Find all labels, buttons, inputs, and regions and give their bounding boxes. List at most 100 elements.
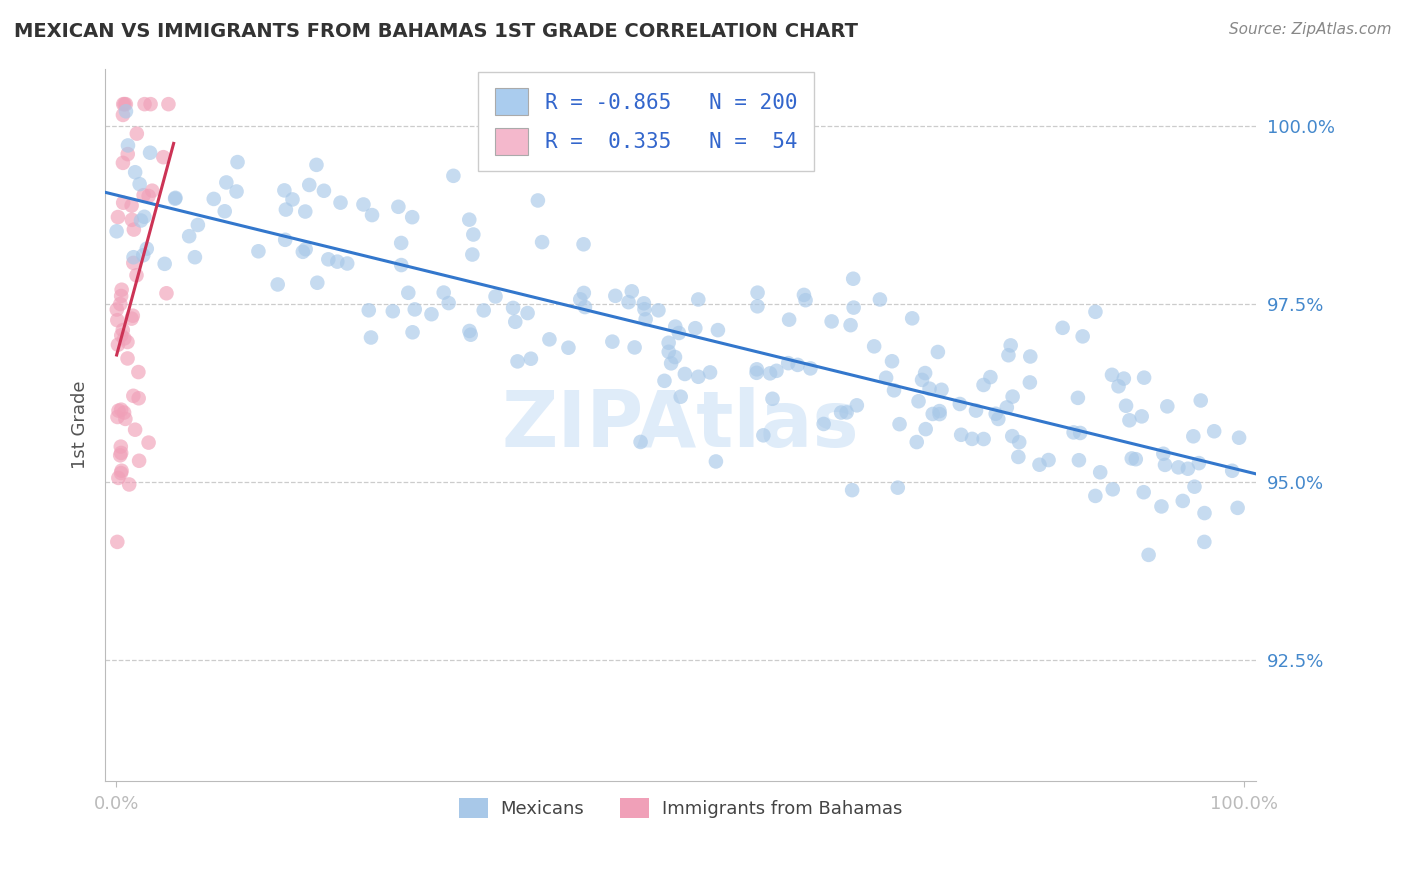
Point — [830, 405, 852, 419]
Point — [122, 250, 145, 264]
Point — [1118, 413, 1140, 427]
Point — [247, 244, 270, 259]
Point — [973, 378, 995, 392]
Point — [114, 412, 136, 426]
Point — [839, 318, 862, 333]
Point — [484, 289, 506, 303]
Point — [141, 184, 163, 198]
Point — [669, 390, 692, 404]
Point — [124, 423, 146, 437]
Point — [111, 283, 134, 297]
Point — [117, 351, 139, 366]
Point — [357, 303, 380, 318]
Point — [187, 218, 209, 232]
Point — [973, 432, 995, 446]
Point — [128, 391, 150, 405]
Point — [633, 296, 655, 310]
Point — [153, 257, 176, 271]
Point — [107, 337, 129, 351]
Point — [105, 313, 128, 327]
Point — [110, 466, 132, 480]
Point — [605, 289, 627, 303]
Point — [531, 235, 554, 249]
Point — [105, 302, 128, 317]
Point — [112, 97, 135, 112]
Point — [226, 155, 249, 169]
Point — [107, 403, 129, 417]
Point — [139, 97, 162, 112]
Point — [905, 435, 928, 450]
Point — [759, 367, 782, 381]
Point — [1028, 458, 1050, 472]
Point — [117, 138, 139, 153]
Point — [122, 222, 145, 236]
Point — [360, 330, 382, 344]
Point — [107, 471, 129, 485]
Point — [875, 370, 897, 384]
Point — [1101, 368, 1123, 382]
Point — [1194, 506, 1216, 520]
Point — [707, 323, 730, 337]
Point — [842, 271, 865, 285]
Point — [1071, 329, 1094, 343]
Point — [122, 389, 145, 403]
Legend: Mexicans, Immigrants from Bahamas: Mexicans, Immigrants from Bahamas — [451, 791, 910, 825]
Point — [794, 293, 817, 308]
Point — [294, 204, 316, 219]
Point — [813, 417, 835, 431]
Point — [298, 178, 321, 192]
Point — [1150, 500, 1173, 514]
Point — [907, 394, 929, 409]
Point — [155, 286, 177, 301]
Point — [165, 191, 187, 205]
Point — [516, 306, 538, 320]
Point — [381, 304, 404, 318]
Point — [105, 224, 128, 238]
Point — [630, 434, 652, 449]
Point — [987, 412, 1010, 426]
Point — [658, 335, 681, 350]
Point — [1000, 338, 1022, 352]
Point — [107, 409, 129, 424]
Point — [931, 383, 953, 397]
Point — [793, 288, 815, 302]
Point — [842, 301, 865, 315]
Point — [121, 309, 143, 323]
Point — [1130, 409, 1153, 424]
Point — [1001, 429, 1024, 443]
Point — [179, 229, 201, 244]
Point — [1184, 480, 1206, 494]
Point — [1137, 548, 1160, 562]
Point — [835, 405, 858, 419]
Point — [1189, 393, 1212, 408]
Point — [110, 402, 132, 417]
Point — [112, 97, 135, 112]
Point — [927, 345, 949, 359]
Point — [617, 295, 640, 310]
Point — [1019, 350, 1042, 364]
Point — [658, 344, 681, 359]
Point — [138, 435, 160, 450]
Point — [752, 428, 775, 442]
Point — [108, 448, 131, 462]
Point — [572, 237, 595, 252]
Point — [138, 189, 160, 203]
Point — [960, 432, 983, 446]
Point — [673, 367, 696, 381]
Point — [112, 406, 135, 420]
Point — [294, 242, 316, 256]
Point — [1156, 400, 1178, 414]
Point — [668, 326, 690, 340]
Point — [134, 97, 156, 112]
Point — [128, 454, 150, 468]
Point — [396, 285, 419, 300]
Point — [928, 407, 950, 421]
Point — [995, 401, 1018, 415]
Point — [557, 341, 579, 355]
Point — [1067, 453, 1090, 467]
Point — [765, 364, 787, 378]
Point — [502, 301, 524, 315]
Point — [1133, 370, 1156, 384]
Point — [688, 369, 710, 384]
Point — [318, 252, 340, 267]
